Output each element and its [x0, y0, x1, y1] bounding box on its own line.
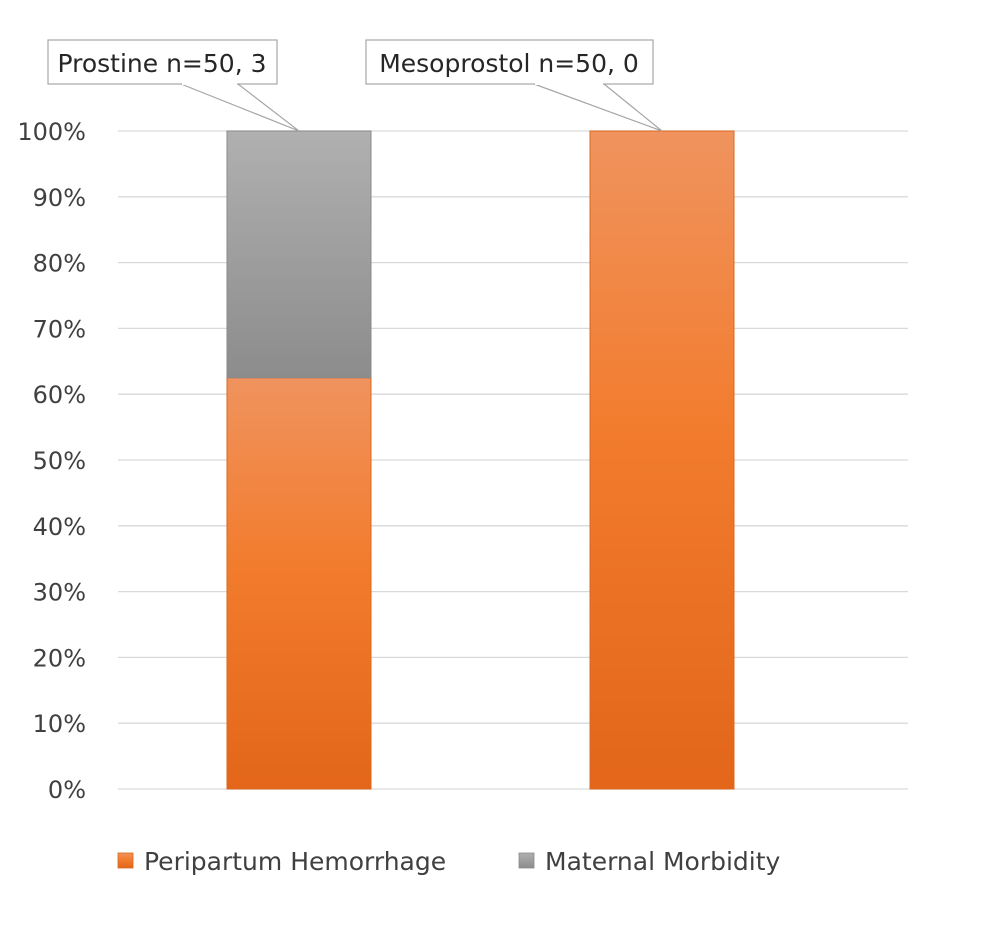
y-tick-label-60: 60% — [33, 381, 86, 409]
y-tick-label-20: 20% — [33, 644, 86, 672]
y-tick-label-90: 90% — [33, 184, 86, 212]
bars — [226, 130, 735, 790]
category-label-0: Prostine n=50, 3 — [57, 49, 266, 78]
y-tick-label-30: 30% — [33, 579, 86, 607]
callout-box-1 — [365, 39, 654, 85]
callout-leader-1 — [533, 83, 663, 132]
y-tick-label-70: 70% — [33, 315, 86, 343]
category-label-1: Mesoprostol n=50, 0 — [379, 49, 639, 78]
legend-swatch-1 — [518, 852, 535, 869]
y-tick-label-10: 10% — [33, 710, 86, 738]
bar-0-series-0 — [226, 377, 372, 790]
y-axis-tick-labels: 0% 10% 20% 30% 40% 50% 60% 70% 80% 90% 100% — [17, 118, 86, 804]
y-tick-label-100: 100% — [17, 118, 86, 146]
callout-leader-0 — [180, 83, 300, 132]
y-tick-label-80: 80% — [33, 250, 86, 278]
legend-label-1: Maternal Morbidity — [545, 847, 781, 876]
bar-0-series-1 — [226, 130, 372, 379]
y-tick-label-50: 50% — [33, 447, 86, 475]
data-callouts: Prostine n=50, 3 Mesoprostol n=50, 0 — [47, 39, 663, 132]
y-tick-label-40: 40% — [33, 513, 86, 541]
legend: Peripartum Hemorrhage Maternal Morbidity — [117, 847, 781, 876]
legend-swatch-0 — [117, 852, 134, 869]
y-tick-label-0: 0% — [48, 776, 86, 804]
bar-1-series-0 — [589, 130, 735, 790]
callout-box-0 — [47, 39, 278, 85]
legend-label-0: Peripartum Hemorrhage — [144, 847, 446, 876]
